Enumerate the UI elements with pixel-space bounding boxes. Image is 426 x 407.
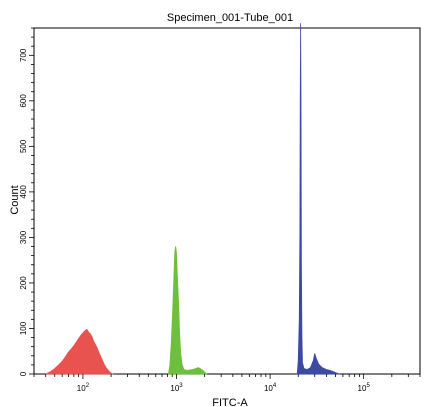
histogram-series-2: [168, 246, 208, 375]
y-tick-label: 700: [19, 48, 28, 62]
x-tick-label: 105: [358, 383, 371, 393]
x-tick-label: 102: [77, 383, 90, 393]
histogram-series-3: [296, 23, 340, 375]
x-tick-label: 104: [264, 383, 277, 393]
y-axis-title: Count: [9, 185, 21, 214]
y-tick-label: 500: [19, 139, 28, 153]
y-tick-label: 300: [19, 230, 28, 244]
y-tick-label: 400: [19, 185, 28, 199]
y-tick-label: 200: [19, 276, 28, 290]
series-layer: [45, 23, 340, 375]
x-tick-label: 103: [170, 383, 183, 393]
histogram-series-1: [45, 328, 114, 375]
plot-frame: [33, 27, 421, 375]
y-tick-label: 100: [19, 321, 28, 335]
y-tick-label: 600: [19, 94, 28, 108]
chart-title: Specimen_001-Tube_001: [167, 12, 293, 24]
y-tick-label: 0: [19, 371, 28, 376]
axis-layer: 102 103 104 105 0 100 200 300 400 500 600 700: [19, 27, 421, 393]
x-axis-title: FITC-A: [212, 397, 248, 407]
